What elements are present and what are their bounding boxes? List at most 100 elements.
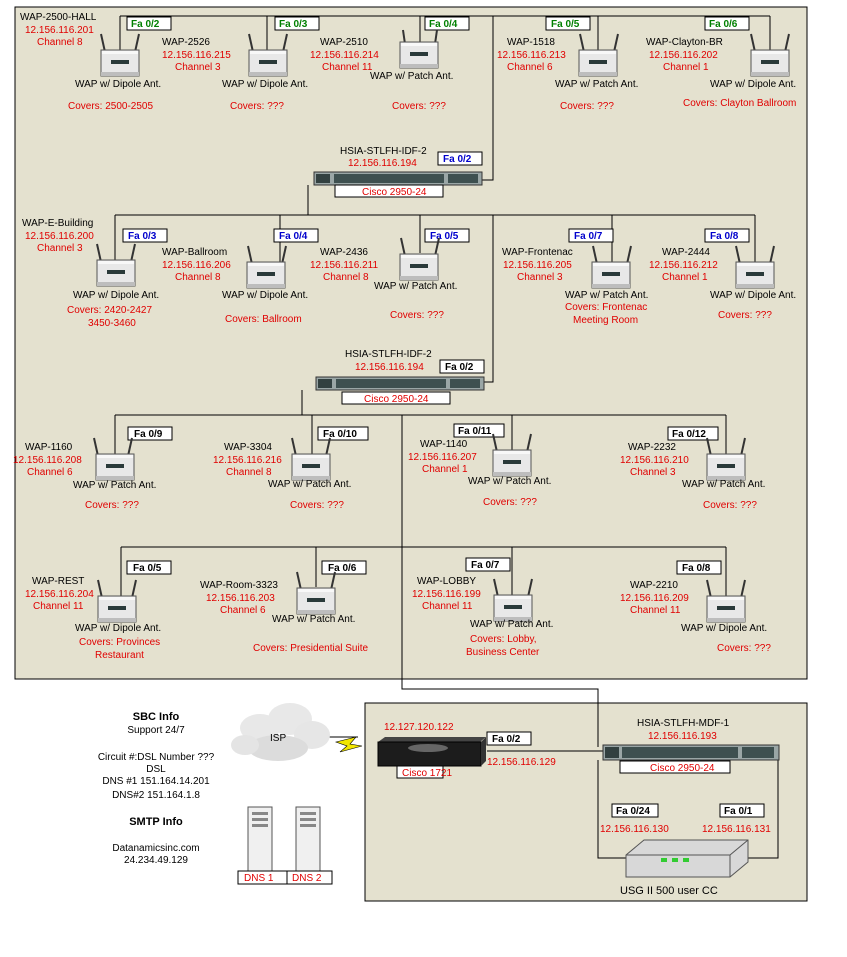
router-cisco-1721: 12.127.120.122 Cisco 1721 Fa 0/2 12.156.… [377, 722, 556, 779]
wap-channel: Channel 3 [517, 272, 563, 283]
wap-type: WAP w/ Dipole Ant. [710, 79, 796, 90]
smtp-ip: 24.234.49.129 [124, 855, 188, 866]
switch-1-ip: 12.156.116.194 [348, 158, 417, 169]
wap-icon [291, 453, 331, 481]
sbc-title: SBC Info [133, 711, 180, 723]
wap-type: WAP w/ Patch Ant. [555, 79, 638, 90]
wap-port: Fa 0/12 [672, 429, 706, 440]
wap-ip: 12.156.116.216 [213, 455, 282, 466]
wap-type: WAP w/ Dipole Ant. [222, 290, 308, 301]
wap-room-3323: WAP-Room-3323 12.156.116.203 Channel 6 F… [200, 560, 368, 654]
wap-channel: Channel 3 [175, 62, 221, 73]
wap-e-building: WAP-E-Building 12.156.116.200 Channel 3 … [22, 218, 168, 329]
wap-port: Fa 0/5 [133, 563, 162, 574]
wap-icon [95, 453, 135, 481]
wap-channel: Channel 8 [175, 272, 221, 283]
wap-3304: WAP-3304 12.156.116.216 Channel 8 Fa 0/1… [213, 426, 369, 511]
wap-name: WAP-1518 [507, 37, 555, 48]
wap-channel: Channel 6 [220, 605, 266, 616]
switch-1-icon [313, 171, 483, 186]
wap-channel: Channel 8 [323, 272, 369, 283]
wap-ballroom: WAP-Ballroom 12.156.116.206 Channel 8 Fa… [162, 228, 319, 325]
wap-name: WAP-Room-3323 [200, 580, 278, 591]
wap-ip: 12.156.116.213 [497, 50, 566, 61]
wap-name: WAP-1140 [420, 439, 468, 450]
wap-channel: Channel 1 [663, 62, 709, 73]
switch-1-name: HSIA-STLFH-IDF-2 [340, 146, 427, 157]
isp-cloud: ISP [231, 703, 330, 761]
wap-name: WAP-3304 [224, 442, 272, 453]
wap-covers-2: 3450-3460 [88, 318, 136, 329]
wap-channel: Channel 3 [630, 467, 676, 478]
wap-port: Fa 0/2 [131, 19, 160, 30]
wap-type: WAP w/ Patch Ant. [73, 480, 156, 491]
switch-2-port: Fa 0/2 [445, 362, 474, 373]
wap-ip: 12.156.116.200 [25, 231, 94, 242]
wap-ip: 12.156.116.201 [25, 25, 94, 36]
wap-ip: 12.156.116.209 [620, 593, 689, 604]
wap-icon [248, 49, 288, 77]
wap-channel: Channel 1 [662, 272, 708, 283]
wap-icon [96, 259, 136, 287]
wap-ip: 12.156.116.203 [206, 593, 275, 604]
wap-covers: Covers: ??? [483, 497, 537, 508]
wap-name: WAP-E-Building [22, 218, 93, 229]
mdf-ip-b: 12.156.116.131 [702, 824, 771, 835]
wap-name: WAP-LOBBY [417, 576, 476, 587]
wap-2232: WAP-2232 12.156.116.210 Channel 3 Fa 0/1… [620, 426, 765, 511]
router-port: Fa 0/2 [492, 734, 521, 745]
wap-2510: WAP-2510 12.156.116.214 Channel 11 Fa 0/… [310, 16, 470, 112]
connection-lines [114, 15, 779, 859]
wap-clayton-br: WAP-Clayton-BR 12.156.116.202 Channel 1 … [646, 16, 796, 109]
wap-icon [296, 587, 336, 615]
wap-icon [492, 449, 532, 477]
wap-channel: Channel 11 [630, 605, 681, 616]
sbc-dsl: DSL [146, 764, 166, 775]
wap-name: WAP-2510 [320, 37, 368, 48]
wap-port: Fa 0/8 [682, 563, 711, 574]
switch-2-model: Cisco 2950-24 [364, 394, 429, 405]
wap-ip: 12.156.116.204 [25, 589, 94, 600]
dns-2-label: DNS 2 [292, 873, 322, 884]
switch-2-ip: 12.156.116.194 [355, 362, 424, 373]
wap-ip: 12.156.116.210 [620, 455, 689, 466]
wap-name: WAP-2436 [320, 247, 368, 258]
wap-channel: Channel 11 [33, 601, 84, 612]
smtp-info: SMTP Info Datanamicsinc.com 24.234.49.12… [112, 816, 199, 866]
wap-rest: WAP-REST 12.156.116.204 Channel 11 Fa 0/… [25, 560, 172, 661]
wap-covers-2: Business Center [466, 647, 540, 658]
wap-covers: Covers: Lobby, [470, 634, 537, 645]
wap-name: WAP-2210 [630, 580, 678, 591]
wap-ip: 12.156.116.206 [162, 260, 231, 271]
switch-idf-2: HSIA-STLFH-IDF-2 12.156.116.194 Fa 0/2 C… [315, 349, 485, 405]
wap-type: WAP w/ Dipole Ant. [75, 79, 161, 90]
wap-covers: Covers: Frontenac [565, 302, 647, 313]
wap-frontenac: WAP-Frontenac 12.156.116.205 Channel 3 F… [502, 228, 648, 326]
wap-type: WAP w/ Dipole Ant. [710, 290, 796, 301]
wap-1160: WAP-1160 12.156.116.208 Channel 6 Fa 0/9… [13, 426, 173, 511]
router-model: Cisco 1721 [402, 768, 452, 779]
mdf-name: HSIA-STLFH-MDF-1 [637, 718, 730, 729]
usg-device: USG II 500 user CC [620, 839, 749, 897]
wap-port: Fa 0/8 [710, 231, 739, 242]
wap-channel: Channel 3 [37, 243, 83, 254]
wap-covers: Covers: ??? [230, 101, 284, 112]
wap-covers: Covers: 2500-2505 [68, 101, 153, 112]
wap-name: WAP-Ballroom [162, 247, 227, 258]
wap-icon [706, 453, 746, 481]
wap-port: Fa 0/9 [134, 429, 163, 440]
wap-port: Fa 0/5 [430, 231, 459, 242]
wap-port: Fa 0/3 [279, 19, 308, 30]
wap-2436: WAP-2436 12.156.116.211 Channel 8 Fa 0/5… [310, 228, 470, 321]
wap-channel: Channel 8 [37, 37, 83, 48]
wap-covers-2: Restaurant [95, 650, 144, 661]
mdf-switch: HSIA-STLFH-MDF-1 12.156.116.193 Cisco 29… [600, 718, 780, 835]
wap-icon [591, 261, 631, 289]
wap-covers: Covers: Presidential Suite [253, 643, 368, 654]
wap-covers: Covers: ??? [703, 500, 757, 511]
wap-covers: Covers: ??? [718, 310, 772, 321]
wap-covers: Covers: ??? [290, 500, 344, 511]
wap-type: WAP w/ Patch Ant. [468, 476, 551, 487]
wap-icon [100, 49, 140, 77]
sbc-info: SBC Info Support 24/7 Circuit #:DSL Numb… [98, 711, 215, 801]
